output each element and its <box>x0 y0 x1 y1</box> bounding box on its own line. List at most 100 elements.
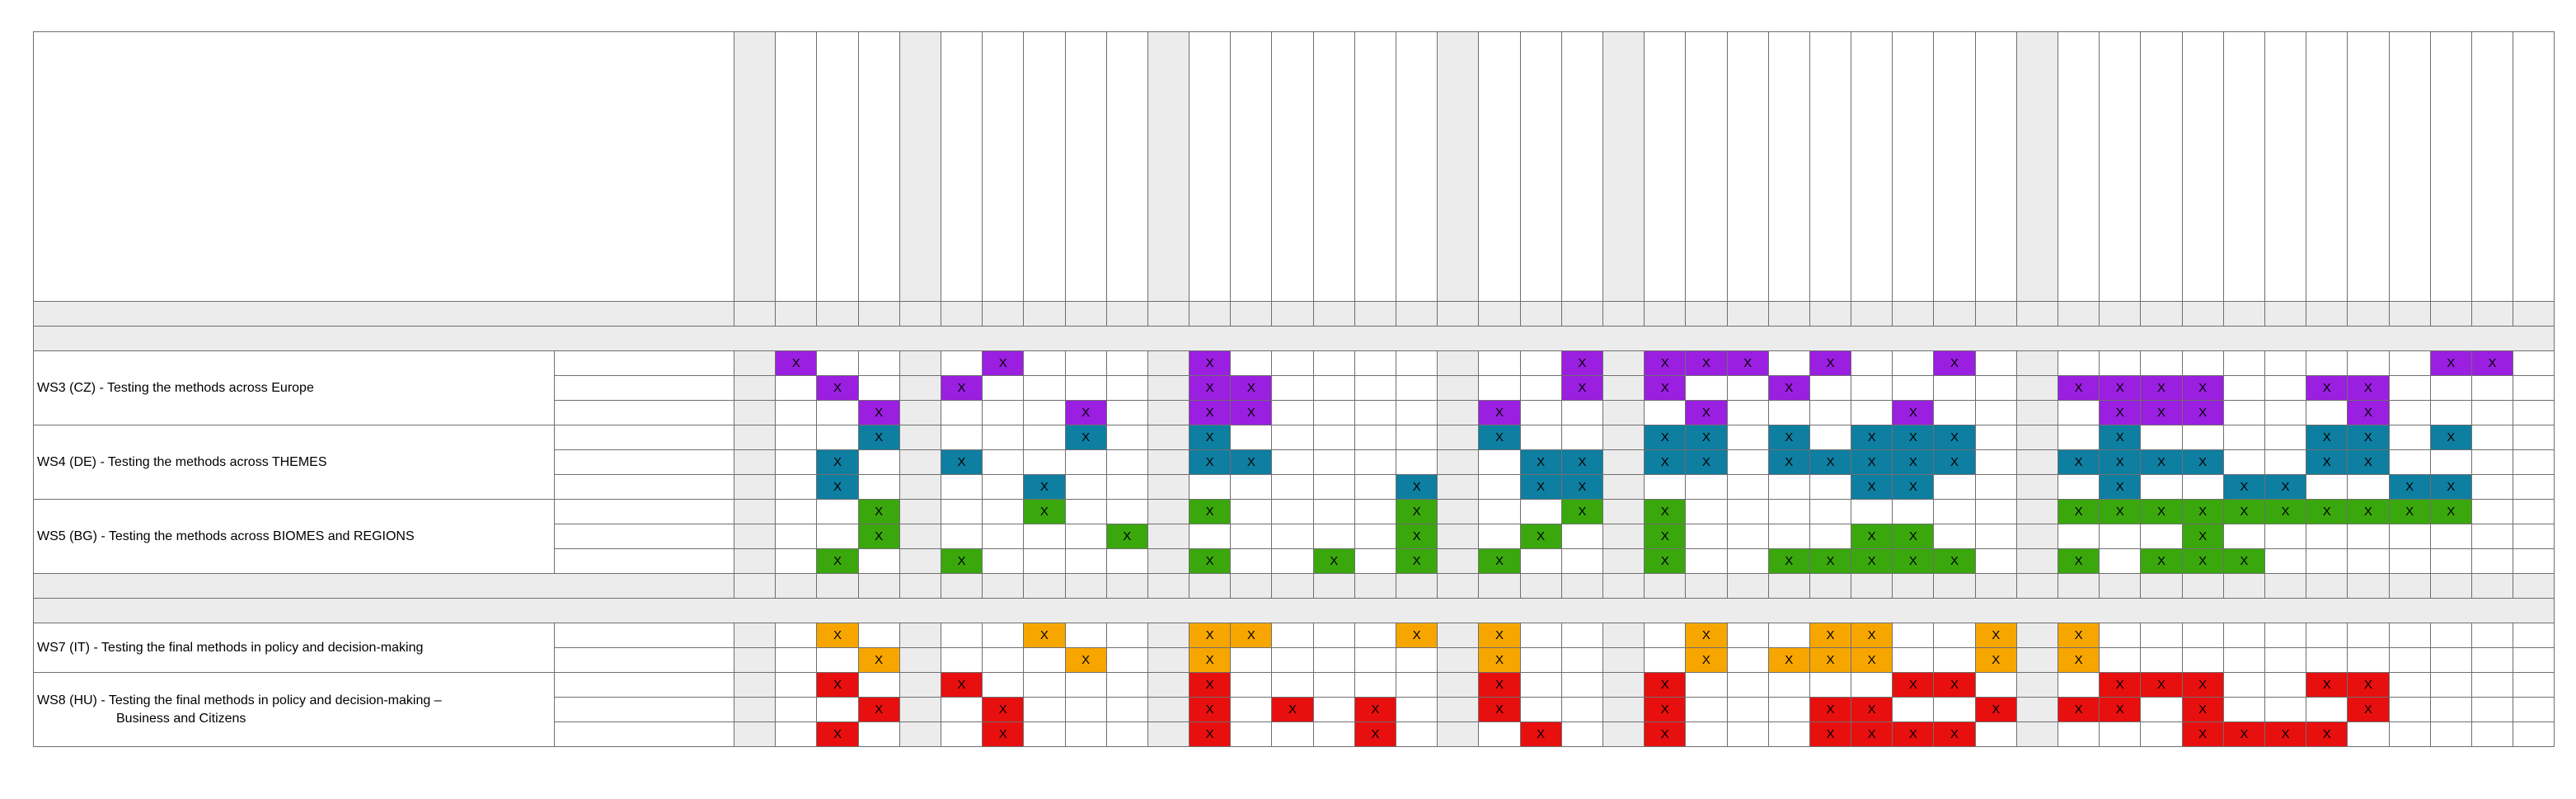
empty-cell <box>2264 449 2307 475</box>
column-header-biomes-4 <box>1354 31 1397 302</box>
empty-cell <box>2264 350 2307 376</box>
empty-cell <box>1189 474 1232 500</box>
empty-cell <box>2099 623 2142 648</box>
marked-cell: X <box>2140 449 2183 475</box>
spacer-cell <box>1230 573 1273 599</box>
empty-cell <box>1519 400 1562 425</box>
group-spacer-cell <box>2015 350 2059 376</box>
marked-cell: X <box>1519 524 1562 549</box>
group-spacer-cell <box>1602 721 1645 747</box>
empty-cell <box>775 425 818 450</box>
spacer-cell <box>1478 301 1521 327</box>
empty-cell <box>2057 721 2100 747</box>
spacer-cell <box>1519 301 1562 327</box>
group-spacer-cell <box>1147 400 1190 425</box>
empty-cell <box>1892 697 1935 722</box>
empty-cell <box>1685 697 1728 722</box>
empty-cell <box>2222 350 2265 376</box>
marked-cell: X <box>2347 697 2390 722</box>
empty-cell <box>2347 524 2390 549</box>
spacer-cell <box>1685 573 1728 599</box>
empty-cell <box>2429 672 2472 698</box>
group-spacer-cell <box>2015 672 2059 698</box>
empty-cell <box>1395 647 1438 673</box>
empty-cell <box>1354 623 1397 648</box>
column-header-eco-1 <box>2099 31 2142 302</box>
workstream-name: WS4 (DE) - Testing the methods across TH… <box>33 425 555 500</box>
group-spacer-cell <box>1147 623 1190 648</box>
empty-cell <box>2429 623 2472 648</box>
spacer-cell <box>2470 301 2514 327</box>
marked-cell: X <box>2222 721 2265 747</box>
marked-cell: X <box>1189 499 1232 524</box>
empty-cell <box>2140 474 2183 500</box>
empty-cell <box>1726 672 1769 698</box>
marked-cell: X <box>2306 499 2348 524</box>
empty-cell <box>940 350 983 376</box>
case-study-code <box>554 449 734 475</box>
marked-cell: X <box>1851 721 1893 747</box>
marked-cell: X <box>1189 721 1232 747</box>
empty-cell <box>2264 623 2307 648</box>
marked-cell: X <box>940 449 983 475</box>
empty-cell <box>2388 721 2431 747</box>
marked-cell: X <box>1189 548 1232 574</box>
empty-cell <box>1230 548 1273 574</box>
empty-cell <box>1560 623 1603 648</box>
marked-cell: X <box>1685 449 1728 475</box>
empty-cell <box>2140 524 2183 549</box>
marked-cell: X <box>2347 499 2390 524</box>
empty-cell <box>775 548 818 574</box>
section-title <box>32 598 2555 623</box>
empty-cell <box>1023 548 1066 574</box>
empty-cell <box>1271 375 1314 401</box>
empty-cell <box>2264 425 2307 450</box>
group-spacer-cell <box>1437 350 1480 376</box>
empty-cell <box>2429 375 2472 401</box>
marked-cell: X <box>816 672 859 698</box>
marked-cell: X <box>1726 350 1769 376</box>
spacer-cell <box>33 573 734 599</box>
empty-cell <box>775 647 818 673</box>
marked-cell: X <box>816 474 859 500</box>
marked-cell: X <box>1851 647 1893 673</box>
group-spacer-cell <box>1147 425 1190 450</box>
marked-cell: X <box>2140 548 2183 574</box>
group-spacer-cell <box>1147 672 1190 698</box>
spacer-cell <box>1644 573 1687 599</box>
empty-cell <box>1023 350 1066 376</box>
empty-cell <box>2388 697 2431 722</box>
spacer-cell <box>1354 573 1397 599</box>
spacer-cell <box>899 301 941 327</box>
spacer-row <box>33 301 2555 327</box>
marked-cell: X <box>1767 647 1810 673</box>
empty-cell <box>1851 400 1893 425</box>
group-spacer-cell <box>1147 375 1190 401</box>
group-spacer-cell <box>1147 350 1190 376</box>
column-header-stage-1 <box>816 31 859 302</box>
methodology-matrix: WS3 (CZ) - Testing the methods across Eu… <box>32 31 2555 747</box>
empty-cell <box>1726 524 1769 549</box>
column-header-eco-11 <box>2513 31 2555 302</box>
marked-cell: X <box>1189 400 1232 425</box>
spacer-cell <box>2513 301 2555 327</box>
empty-cell <box>1271 623 1314 648</box>
empty-cell <box>2513 449 2555 475</box>
empty-cell <box>1974 548 2017 574</box>
empty-cell <box>1644 474 1687 500</box>
empty-cell <box>1519 697 1562 722</box>
empty-cell <box>775 524 818 549</box>
spacer-cell <box>775 301 818 327</box>
group-spacer-cell <box>2015 425 2059 450</box>
spacer-cell <box>1974 573 2017 599</box>
empty-cell <box>2347 647 2390 673</box>
empty-cell <box>2388 375 2431 401</box>
empty-cell <box>1892 623 1935 648</box>
empty-cell <box>2099 721 2142 747</box>
group-spacer-cell <box>733 623 777 648</box>
empty-cell <box>982 499 1025 524</box>
empty-cell <box>857 672 900 698</box>
table-row: WS4 (DE) - Testing the methods across TH… <box>33 425 2555 500</box>
empty-cell <box>982 449 1025 475</box>
